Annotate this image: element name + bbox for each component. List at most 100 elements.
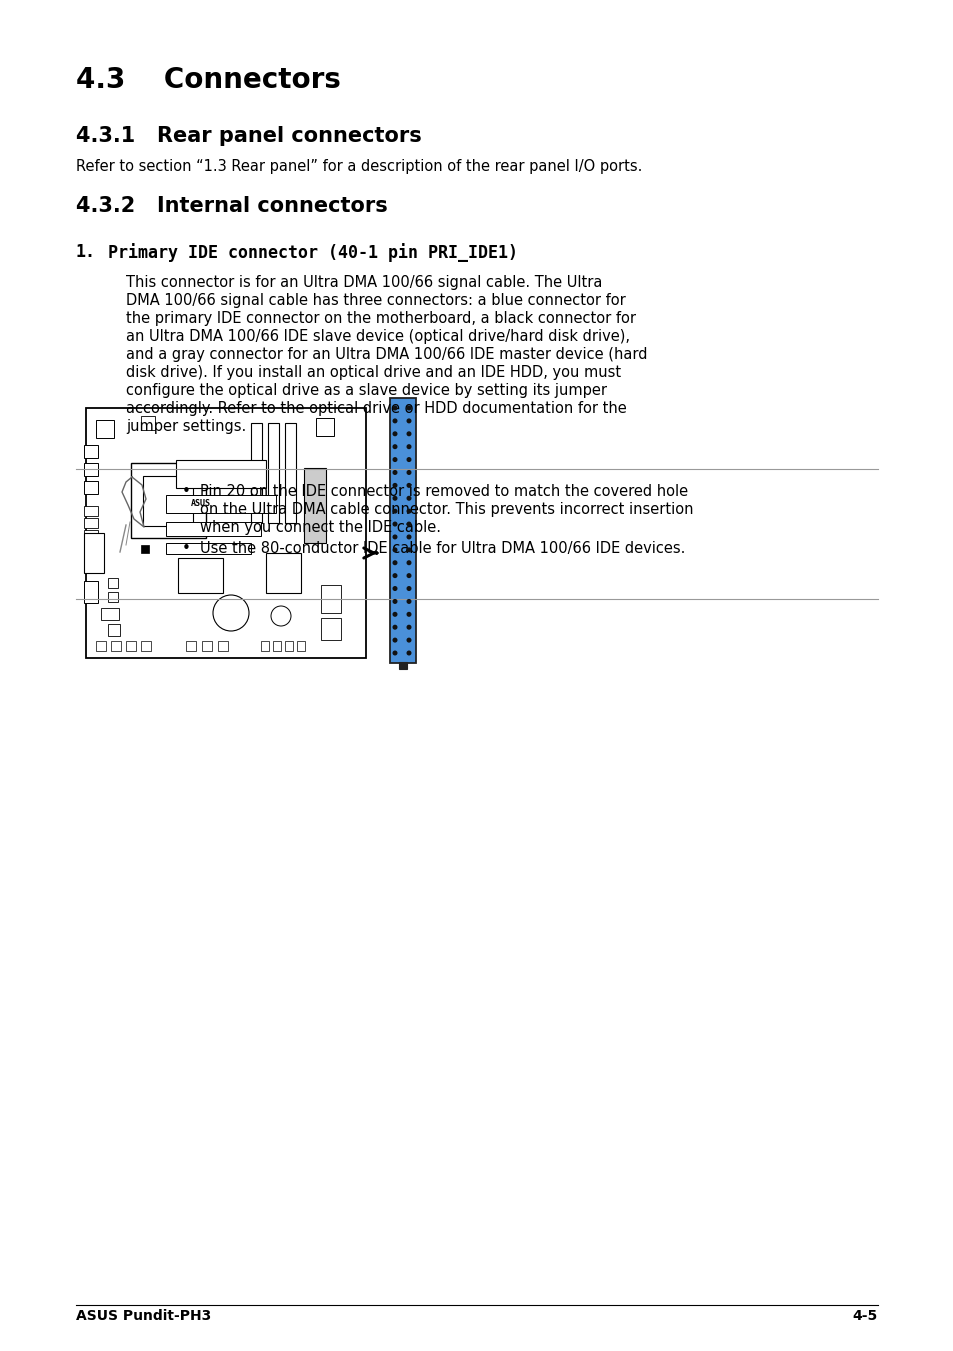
- Circle shape: [407, 419, 411, 423]
- Circle shape: [393, 586, 396, 590]
- Bar: [101, 608, 119, 620]
- Text: and a gray connector for an Ultra DMA 100/66 IDE master device (hard: and a gray connector for an Ultra DMA 10…: [126, 347, 647, 362]
- Bar: [131, 463, 206, 538]
- Circle shape: [393, 651, 396, 655]
- Bar: [84, 542, 98, 553]
- Bar: [143, 476, 193, 526]
- Text: Primary IDE connector (40-1 pin PRI_IDE1): Primary IDE connector (40-1 pin PRI_IDE1…: [108, 243, 517, 262]
- Circle shape: [393, 458, 396, 462]
- Text: on the Ultra DMA cable connector. This prevents incorrect insertion: on the Ultra DMA cable connector. This p…: [200, 503, 693, 517]
- Circle shape: [407, 561, 411, 565]
- Circle shape: [407, 523, 411, 526]
- Circle shape: [407, 470, 411, 474]
- Bar: [398, 662, 407, 669]
- Text: when you connect the IDE cable.: when you connect the IDE cable.: [200, 520, 440, 535]
- Circle shape: [393, 574, 396, 577]
- Bar: [273, 640, 281, 651]
- Bar: [390, 399, 416, 663]
- Circle shape: [393, 626, 396, 630]
- Circle shape: [393, 444, 396, 449]
- Circle shape: [393, 432, 396, 435]
- Bar: [186, 640, 195, 651]
- Bar: [141, 640, 151, 651]
- Bar: [320, 617, 340, 640]
- Text: ASUS Pundit-PH3: ASUS Pundit-PH3: [76, 1309, 211, 1323]
- Text: 4.3    Connectors: 4.3 Connectors: [76, 66, 340, 95]
- Bar: [84, 481, 98, 494]
- Bar: [285, 640, 293, 651]
- Bar: [141, 544, 149, 553]
- Bar: [285, 423, 295, 523]
- Circle shape: [393, 484, 396, 488]
- Bar: [108, 592, 118, 603]
- Text: accordingly. Refer to the optical drive or HDD documentation for the: accordingly. Refer to the optical drive …: [126, 401, 626, 416]
- Circle shape: [213, 594, 249, 631]
- Circle shape: [407, 509, 411, 513]
- Text: This connector is for an Ultra DMA 100/66 signal cable. The Ultra: This connector is for an Ultra DMA 100/6…: [126, 276, 601, 290]
- Circle shape: [393, 535, 396, 539]
- Circle shape: [407, 600, 411, 603]
- Text: •: •: [182, 484, 191, 499]
- Circle shape: [407, 586, 411, 590]
- Circle shape: [407, 612, 411, 616]
- Bar: [84, 581, 98, 603]
- Bar: [96, 420, 113, 438]
- Circle shape: [393, 470, 396, 474]
- Circle shape: [407, 638, 411, 642]
- Bar: [320, 585, 340, 613]
- Circle shape: [393, 638, 396, 642]
- Bar: [84, 463, 98, 476]
- Text: configure the optical drive as a slave device by setting its jumper: configure the optical drive as a slave d…: [126, 382, 606, 399]
- Bar: [166, 521, 261, 536]
- Bar: [84, 507, 98, 516]
- Circle shape: [407, 496, 411, 500]
- Text: 4.3.1   Rear panel connectors: 4.3.1 Rear panel connectors: [76, 126, 421, 146]
- Text: 4.3.2   Internal connectors: 4.3.2 Internal connectors: [76, 196, 387, 216]
- Circle shape: [407, 651, 411, 655]
- Circle shape: [407, 432, 411, 435]
- Text: jumper settings.: jumper settings.: [126, 419, 246, 434]
- Bar: [84, 534, 104, 573]
- Bar: [178, 558, 223, 593]
- Bar: [202, 640, 212, 651]
- Circle shape: [407, 484, 411, 488]
- Bar: [111, 640, 121, 651]
- Circle shape: [393, 600, 396, 603]
- Circle shape: [393, 549, 396, 551]
- Bar: [84, 530, 98, 540]
- Text: the primary IDE connector on the motherboard, a black connector for: the primary IDE connector on the motherb…: [126, 311, 636, 326]
- Ellipse shape: [119, 549, 139, 555]
- Circle shape: [271, 607, 291, 626]
- Text: •: •: [182, 540, 191, 557]
- Bar: [166, 494, 275, 513]
- Circle shape: [393, 561, 396, 565]
- Bar: [108, 578, 118, 588]
- Bar: [141, 416, 154, 430]
- Circle shape: [393, 496, 396, 500]
- Bar: [315, 417, 334, 436]
- Text: Pin 20 on the IDE connector is removed to match the covered hole: Pin 20 on the IDE connector is removed t…: [200, 484, 687, 499]
- Bar: [84, 517, 98, 528]
- Bar: [268, 423, 278, 523]
- Circle shape: [393, 523, 396, 526]
- Bar: [218, 640, 228, 651]
- Bar: [84, 554, 98, 563]
- Circle shape: [407, 458, 411, 462]
- Bar: [126, 640, 136, 651]
- Bar: [261, 640, 269, 651]
- Bar: [96, 640, 106, 651]
- Circle shape: [407, 549, 411, 551]
- Circle shape: [407, 535, 411, 539]
- Bar: [175, 459, 266, 488]
- Text: 1.: 1.: [76, 243, 96, 261]
- Bar: [86, 408, 366, 658]
- Text: Use the 80-conductor IDE cable for Ultra DMA 100/66 IDE devices.: Use the 80-conductor IDE cable for Ultra…: [200, 540, 684, 557]
- Text: disk drive). If you install an optical drive and an IDE HDD, you must: disk drive). If you install an optical d…: [126, 365, 620, 380]
- Circle shape: [407, 407, 411, 409]
- Circle shape: [393, 612, 396, 616]
- Bar: [84, 444, 98, 458]
- Bar: [166, 543, 251, 554]
- Text: Refer to section “1.3 Rear panel” for a description of the rear panel I/O ports.: Refer to section “1.3 Rear panel” for a …: [76, 159, 641, 174]
- Circle shape: [407, 444, 411, 449]
- Bar: [296, 640, 305, 651]
